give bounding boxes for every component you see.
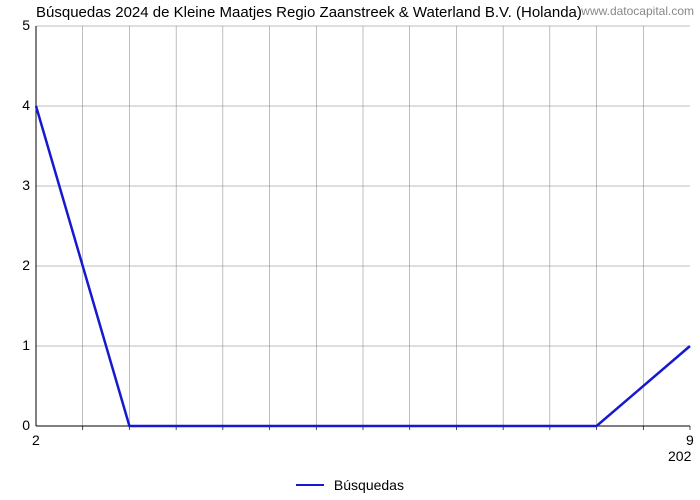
y-tick-label: 3: [10, 177, 30, 193]
y-tick-label: 1: [10, 337, 30, 353]
y-tick-label: 2: [10, 257, 30, 273]
legend-label: Búsquedas: [334, 477, 404, 493]
legend: Búsquedas: [0, 476, 700, 493]
y-tick-label: 5: [10, 17, 30, 33]
x-tick-label: 9: [686, 432, 694, 448]
chart-title: Búsquedas 2024 de Kleine Maatjes Regio Z…: [36, 4, 582, 21]
legend-swatch: [296, 484, 324, 486]
chart-plot: [36, 26, 690, 426]
y-tick-label: 4: [10, 97, 30, 113]
y-tick-label: 0: [10, 417, 30, 433]
x-axis-right-label: 202: [668, 448, 691, 464]
x-tick-label: 2: [32, 432, 40, 448]
watermark-text: www.datocapital.com: [581, 4, 694, 18]
